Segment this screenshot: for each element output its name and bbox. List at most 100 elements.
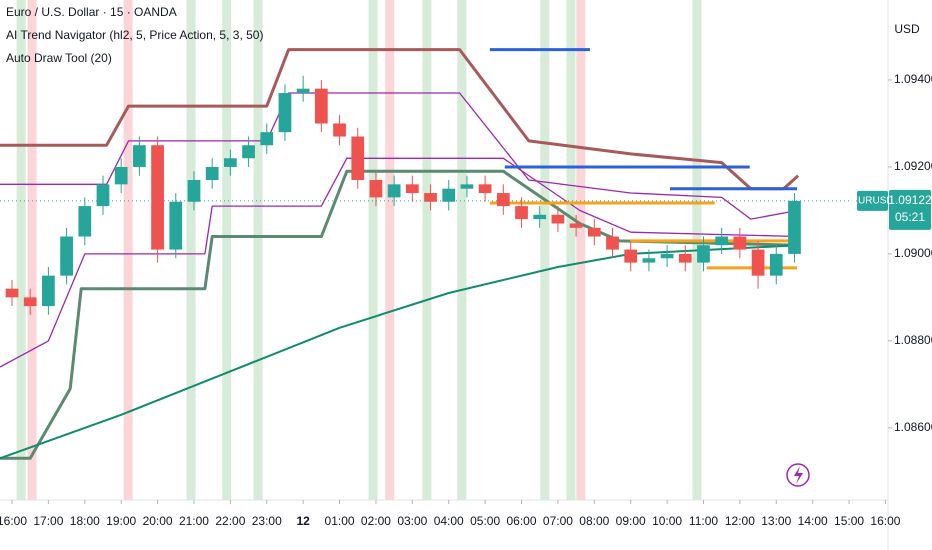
candle-body (5, 288, 19, 298)
x-tick-label: 22:00 (215, 514, 245, 528)
candle-body (660, 253, 674, 259)
session-band (186, 0, 196, 500)
x-tick-label: 12 (296, 514, 310, 528)
candle-body (515, 206, 528, 220)
session-band (422, 0, 432, 500)
session-band (222, 0, 232, 500)
x-tick-label: 18:00 (70, 514, 100, 528)
session-band (368, 0, 378, 500)
indicator-line (0, 244, 799, 460)
session-band (27, 0, 37, 500)
x-tick-label: 20:00 (143, 514, 173, 528)
session-band (123, 0, 133, 500)
candle-body (242, 145, 255, 159)
candle-body (23, 297, 37, 307)
x-tick-label: 07:00 (543, 514, 573, 528)
candle-body (697, 245, 710, 263)
y-tick-label: 1.09400 (894, 72, 932, 86)
candle-body (715, 236, 729, 246)
x-tick-label: 17:00 (33, 514, 63, 528)
candle-body (606, 236, 619, 250)
candle-body (169, 201, 183, 250)
price-tag-label: 1.09122 (888, 193, 932, 207)
indicator-label: AI Trend Navigator (hl2, 5, Price Action… (6, 28, 263, 42)
candle-body (78, 206, 92, 237)
symbol-tag-label: EURUSD (851, 196, 893, 207)
candle-body (460, 184, 474, 189)
x-tick-label: 19:00 (106, 514, 136, 528)
candle-body (405, 184, 419, 194)
alert-bolt (794, 466, 803, 484)
x-tick-label: 13:00 (761, 514, 791, 528)
candle-body (42, 275, 55, 307)
x-tick-label: 16:00 (870, 514, 900, 528)
candle-body (60, 236, 73, 276)
symbol-tag (857, 190, 888, 211)
indicator-label: Auto Draw Tool (20) (6, 51, 112, 65)
candle-body (96, 184, 110, 207)
candle-body (314, 88, 328, 124)
session-band (540, 0, 550, 500)
x-tick-label: 21:00 (179, 514, 209, 528)
x-tick-label: 05:00 (470, 514, 500, 528)
session-band (385, 0, 395, 500)
x-tick-label: 04:00 (434, 514, 464, 528)
x-tick-label: 08:00 (579, 514, 609, 528)
y-tick-label: 1.08600 (894, 420, 932, 434)
candle-body (351, 136, 365, 180)
x-tick-label: 01:00 (325, 514, 355, 528)
candle-body (114, 166, 128, 185)
price-tag (889, 189, 931, 230)
candle-body (551, 214, 565, 224)
candle-body (769, 253, 783, 276)
candle-body (496, 193, 510, 207)
x-tick-label: 16:00 (0, 514, 27, 528)
x-tick-label: 02:00 (361, 514, 391, 528)
candle-body (678, 253, 692, 263)
candle-body (624, 249, 638, 263)
indicator-line (0, 92, 799, 220)
x-tick-label: 15:00 (834, 514, 864, 528)
session-band (16, 0, 26, 500)
candle-body (205, 166, 219, 180)
candle-body (733, 236, 747, 250)
x-tick-label: 09:00 (616, 514, 646, 528)
candle-body (187, 180, 201, 202)
x-tick-label: 12:00 (725, 514, 755, 528)
x-tick-label: 23:00 (252, 514, 282, 528)
currency-label: USD (894, 22, 920, 36)
indicator-line (0, 157, 799, 368)
candle-body (442, 188, 456, 202)
session-band (576, 0, 586, 500)
candle-body (260, 132, 274, 146)
session-band (457, 0, 467, 500)
candle-body (387, 184, 401, 198)
countdown-label: 05:21 (895, 210, 925, 224)
alert-icon[interactable] (786, 463, 810, 487)
indicator-line (0, 169, 799, 460)
chart-title: Euro / U.S. Dollar · 15 · OANDA (6, 5, 177, 19)
candle-body (569, 223, 583, 228)
candle-body (133, 145, 146, 167)
y-tick-label: 1.09000 (894, 246, 932, 260)
session-band (566, 0, 576, 500)
x-tick-label: 06:00 (507, 514, 537, 528)
x-tick-label: 03:00 (397, 514, 427, 528)
candle-body (151, 145, 164, 250)
candle-body (296, 88, 310, 94)
y-tick-label: 1.08800 (894, 333, 932, 347)
candle-body (587, 227, 601, 237)
candle-body (751, 249, 765, 276)
candle-body (278, 93, 292, 133)
y-tick-label: 1.09200 (894, 159, 932, 173)
x-tick-label: 10:00 (652, 514, 682, 528)
plot-layer (0, 48, 888, 460)
candle-body (478, 184, 492, 194)
candle-body (533, 214, 547, 220)
x-tick-label: 14:00 (798, 514, 828, 528)
candle-body (224, 158, 237, 167)
sessions-layer (16, 0, 702, 500)
candle-body (333, 123, 346, 137)
session-band (253, 0, 263, 500)
